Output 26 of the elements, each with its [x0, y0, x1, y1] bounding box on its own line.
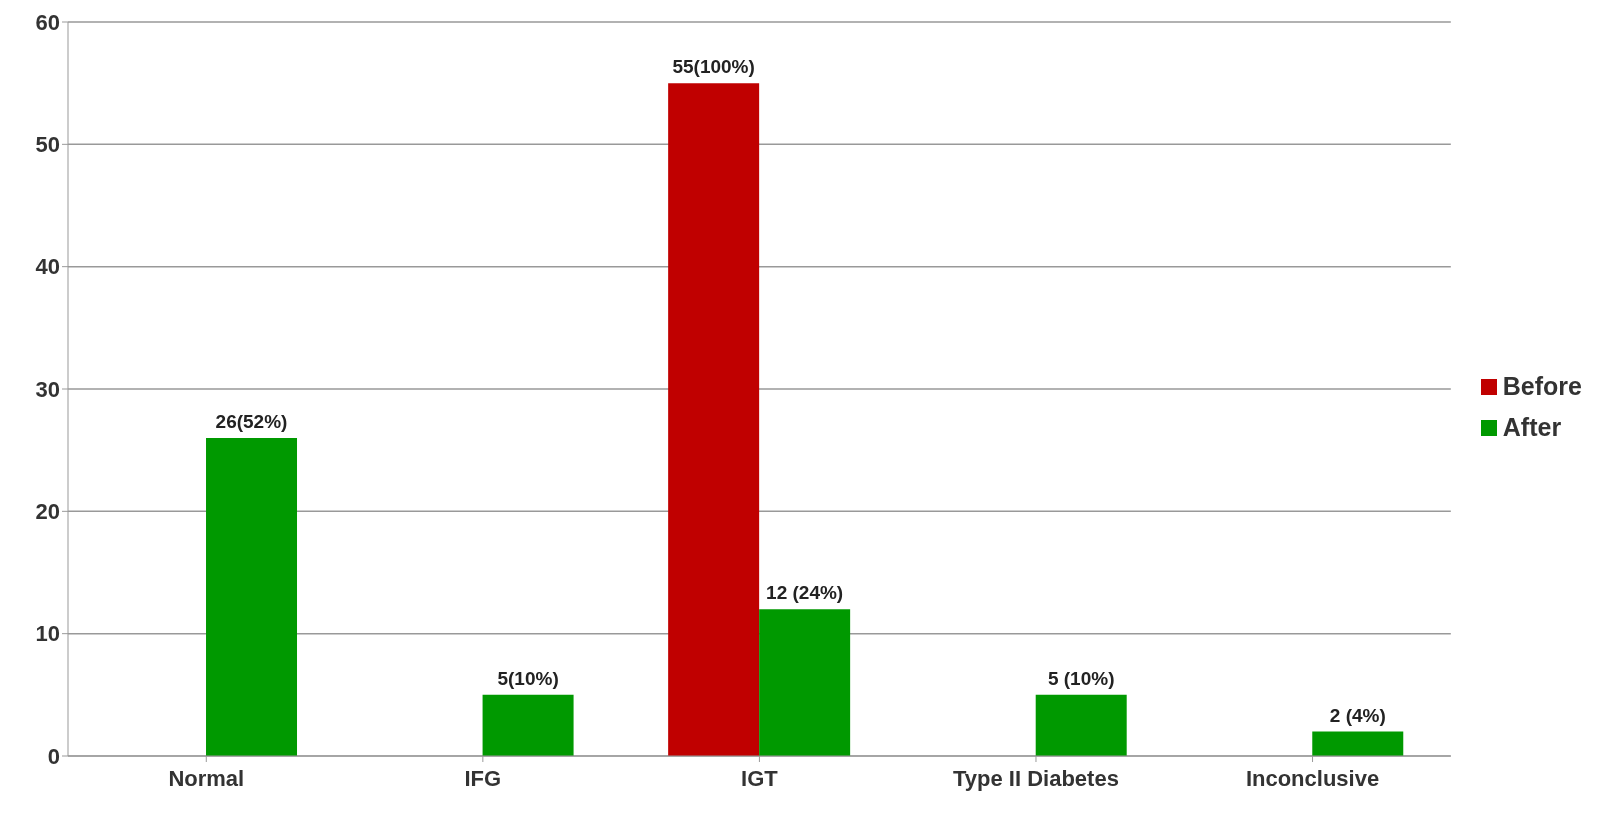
x-tick-label: Inconclusive [1245, 765, 1380, 791]
y-tick-label: 40 [35, 254, 60, 280]
y-tick-label: 20 [35, 499, 60, 525]
x-tick-label: Type II Diabetes [953, 765, 1119, 791]
x-tick-label: IFG [464, 765, 502, 791]
y-tick-label: 0 [47, 743, 60, 769]
y-tick-label: 30 [35, 376, 60, 402]
bar [1035, 694, 1127, 756]
y-tick-label: 10 [35, 621, 60, 647]
data-label: 5(10%) [497, 667, 559, 689]
legend-label: Before [1502, 372, 1582, 401]
legend-label: After [1502, 413, 1562, 442]
data-label: 2 (4%) [1329, 704, 1386, 726]
bar [759, 609, 851, 756]
y-tick-label: 60 [35, 9, 60, 35]
data-label: 12 (24%) [766, 582, 844, 604]
bar [668, 83, 760, 756]
data-label: 55(100%) [672, 56, 755, 78]
bar [1312, 731, 1404, 756]
y-tick-label: 50 [35, 132, 60, 158]
bar [482, 694, 574, 756]
x-tick-label: Normal [168, 765, 245, 791]
data-label: 5 (10%) [1047, 667, 1115, 689]
bar [206, 437, 298, 756]
data-label: 26(52%) [215, 410, 288, 432]
x-tick-label: IGT [741, 765, 779, 791]
